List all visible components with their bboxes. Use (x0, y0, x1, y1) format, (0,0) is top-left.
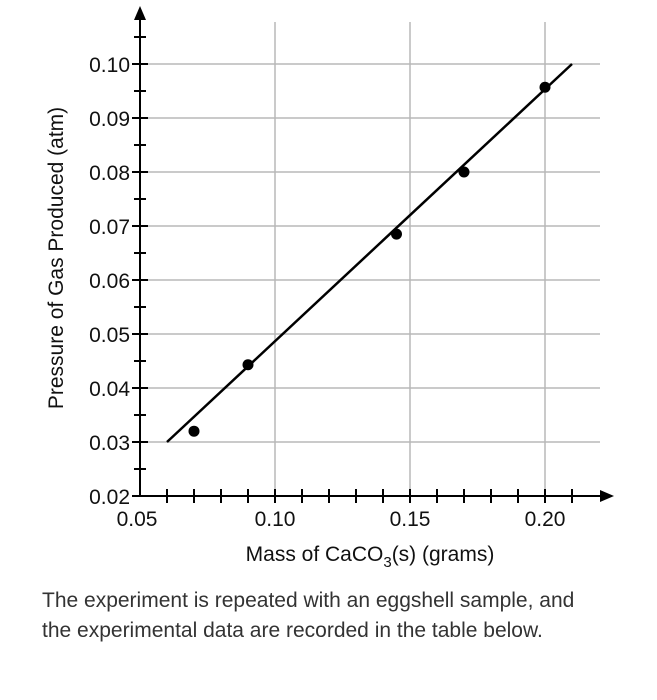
tick-marks (132, 36, 573, 503)
y-tick-label: 0.06 (89, 270, 130, 293)
x-axis-label-prefix: Mass of CaCO (246, 543, 384, 566)
caption-text: The experiment is repeated with an eggsh… (42, 589, 575, 642)
y-tick-label: 0.04 (89, 378, 130, 401)
x-axis-label-subscript: 3 (383, 554, 391, 571)
y-tick-labels: 0.02 0.03 0.04 0.05 0.06 0.07 0.08 0.09 0.10 (89, 54, 130, 509)
scatter-chart: 0.02 0.03 0.04 0.05 0.06 0.07 0.08 0.09 0.10 0.0… (45, 6, 614, 571)
data-point (391, 228, 402, 240)
y-tick-label: 0.10 (89, 54, 130, 77)
y-tick-label: 0.05 (89, 324, 130, 347)
y-axis-arrow (134, 6, 146, 20)
y-tick-label: 0.02 (89, 486, 130, 509)
data-point (242, 359, 254, 371)
data-point (458, 166, 470, 178)
x-axis-label: Mass of CaCO3(s) (grams) (246, 543, 495, 571)
y-tick-label: 0.03 (89, 432, 130, 455)
x-axis-label-suffix: (s) (grams) (392, 543, 495, 566)
data-point (188, 425, 200, 437)
data-points (188, 81, 551, 437)
data-point (539, 81, 551, 93)
grid-lines (140, 22, 600, 496)
y-axis-label: Pressure of Gas Produced (atm) (45, 107, 68, 409)
x-tick-label: 0.05 (117, 508, 158, 531)
x-tick-labels: 0.05 0.10 0.15 0.20 (117, 508, 566, 531)
axes (134, 6, 614, 502)
x-tick-label: 0.15 (390, 508, 431, 531)
best-fit-line (166, 63, 573, 443)
x-tick-label: 0.20 (525, 508, 566, 531)
x-tick-label: 0.10 (255, 508, 296, 531)
y-tick-label: 0.08 (89, 162, 130, 185)
y-tick-label: 0.09 (89, 108, 130, 131)
x-axis-arrow (600, 490, 614, 502)
y-tick-label: 0.07 (89, 216, 130, 239)
